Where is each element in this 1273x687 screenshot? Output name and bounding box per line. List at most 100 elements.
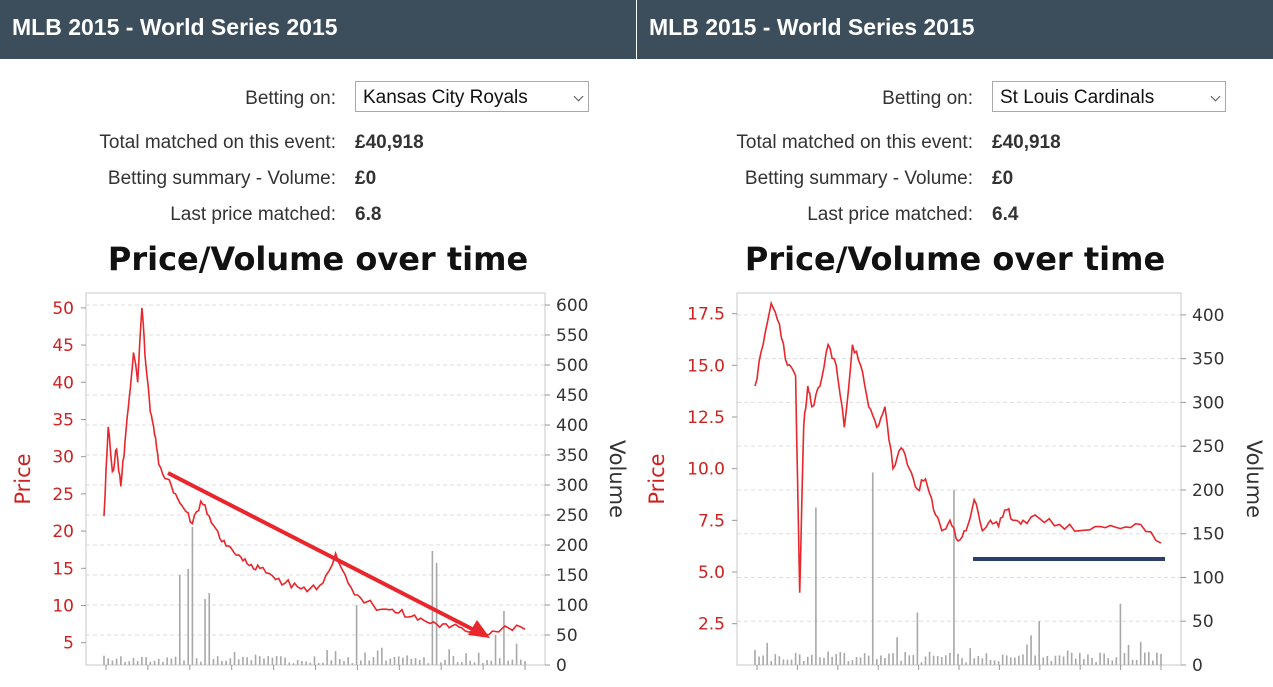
- volume-bar: [397, 656, 400, 665]
- volume-bar: [347, 657, 349, 665]
- volume-bar: [904, 651, 907, 665]
- volume-bar: [1135, 659, 1138, 665]
- betting-on-selected-value: St Louis Cardinals: [1000, 87, 1155, 108]
- volume-bar: [355, 605, 358, 665]
- volume-bar: [313, 656, 316, 665]
- volume-bar: [326, 649, 328, 665]
- plot-frame: [85, 292, 546, 666]
- volume-bar: [819, 657, 821, 665]
- volume-bar: [876, 659, 878, 665]
- y2-tick-label: 300: [556, 476, 588, 496]
- panel-header: MLB 2015 - World Series 2015: [637, 0, 1273, 59]
- volume-bar: [141, 656, 143, 665]
- volume-bar: [153, 660, 156, 665]
- volume-bar: [1001, 654, 1004, 665]
- y-tick-label: 20: [52, 522, 74, 542]
- volume-bar: [871, 472, 874, 665]
- volume-bar: [778, 656, 781, 665]
- y-tick-label: 45: [52, 336, 74, 356]
- volume-bar: [216, 656, 219, 665]
- volume-bar: [1054, 655, 1057, 665]
- betting-on-select[interactable]: Kansas City Royals: [355, 81, 589, 112]
- volume-bar: [174, 656, 177, 665]
- y-tick-label: 50: [52, 299, 74, 319]
- volume-bar: [368, 660, 371, 665]
- volume-bar: [440, 662, 442, 665]
- volume-bar: [246, 657, 248, 665]
- volume-bar: [452, 656, 455, 665]
- volume-bar: [888, 653, 890, 665]
- volume-bar: [111, 660, 114, 665]
- volume-bar: [132, 657, 135, 665]
- volume-bar: [263, 658, 265, 665]
- volume-bar: [774, 654, 777, 665]
- volume-bar: [831, 656, 833, 665]
- volume-bar: [928, 651, 931, 665]
- volume-bar: [237, 659, 240, 665]
- volume-bar: [1046, 655, 1049, 665]
- last-price-value: 6.8: [355, 204, 382, 225]
- volume-bar: [993, 660, 996, 665]
- trend-arrow-head: [468, 620, 490, 638]
- volume-bar: [1087, 654, 1089, 665]
- volume-bar: [1018, 655, 1020, 665]
- volume-bar: [1058, 655, 1061, 665]
- volume-bar: [115, 658, 118, 665]
- y2-tick-label: 450: [556, 386, 588, 406]
- volume-bar: [254, 654, 257, 665]
- y2-tick-label: 550: [556, 326, 588, 346]
- volume-bar: [107, 658, 110, 665]
- volume-bar: [208, 593, 211, 665]
- y-tick-label: 2.5: [698, 615, 725, 635]
- volume-bar: [258, 656, 261, 665]
- y2-tick-label: 350: [556, 446, 588, 466]
- volume-bar: [187, 569, 189, 665]
- total-matched-label: Total matched on this event:: [99, 132, 336, 153]
- volume-bar: [448, 649, 451, 665]
- volume-bar: [406, 655, 408, 665]
- volume-bar: [1091, 657, 1093, 665]
- y2-tick-label: 350: [1192, 350, 1224, 370]
- volume-bar: [402, 657, 404, 665]
- volume-bar: [1066, 650, 1069, 665]
- volume-bar: [233, 652, 236, 665]
- volume-bar: [1074, 658, 1077, 665]
- volume-bar: [823, 657, 825, 665]
- chevron-down-icon: [1210, 91, 1221, 102]
- volume-bar: [477, 652, 480, 665]
- betting-summary-value: £0: [355, 168, 377, 189]
- volume-bar: [503, 611, 505, 665]
- volume-bar: [1062, 656, 1065, 665]
- total-matched-value: £40,918: [355, 132, 424, 153]
- last-price-value: 6.4: [992, 204, 1019, 225]
- y2-tick-label: 250: [556, 506, 588, 526]
- volume-bar: [305, 661, 307, 665]
- y-tick-label: 25: [52, 485, 74, 505]
- volume-bar: [867, 655, 870, 665]
- volume-bar: [1152, 660, 1154, 665]
- volume-bar: [965, 662, 967, 665]
- y-tick-label: 7.5: [698, 511, 725, 531]
- volume-bar: [136, 661, 139, 665]
- volume-bar: [940, 657, 943, 665]
- volume-bar: [351, 663, 354, 665]
- volume-bar: [393, 656, 396, 665]
- betting-on-select[interactable]: St Louis Cardinals: [992, 81, 1226, 112]
- volume-bar: [1079, 653, 1081, 665]
- volume-bar: [225, 660, 227, 665]
- volume-bar: [381, 647, 383, 665]
- last-price-label: Last price matched:: [170, 204, 336, 225]
- volume-bar: [292, 663, 295, 665]
- volume-bar: [949, 652, 951, 665]
- volume-bar: [1026, 644, 1028, 665]
- y2-tick-label: 50: [1192, 612, 1214, 632]
- volume-bar: [989, 659, 992, 665]
- volume-bar: [410, 658, 413, 665]
- volume-bar: [1107, 658, 1110, 665]
- volume-bar: [884, 657, 886, 665]
- volume-bar: [908, 655, 911, 665]
- volume-bar: [343, 660, 345, 665]
- y2-tick-label: 300: [1192, 393, 1224, 413]
- volume-bar: [794, 652, 797, 665]
- volume-bar: [1123, 653, 1126, 665]
